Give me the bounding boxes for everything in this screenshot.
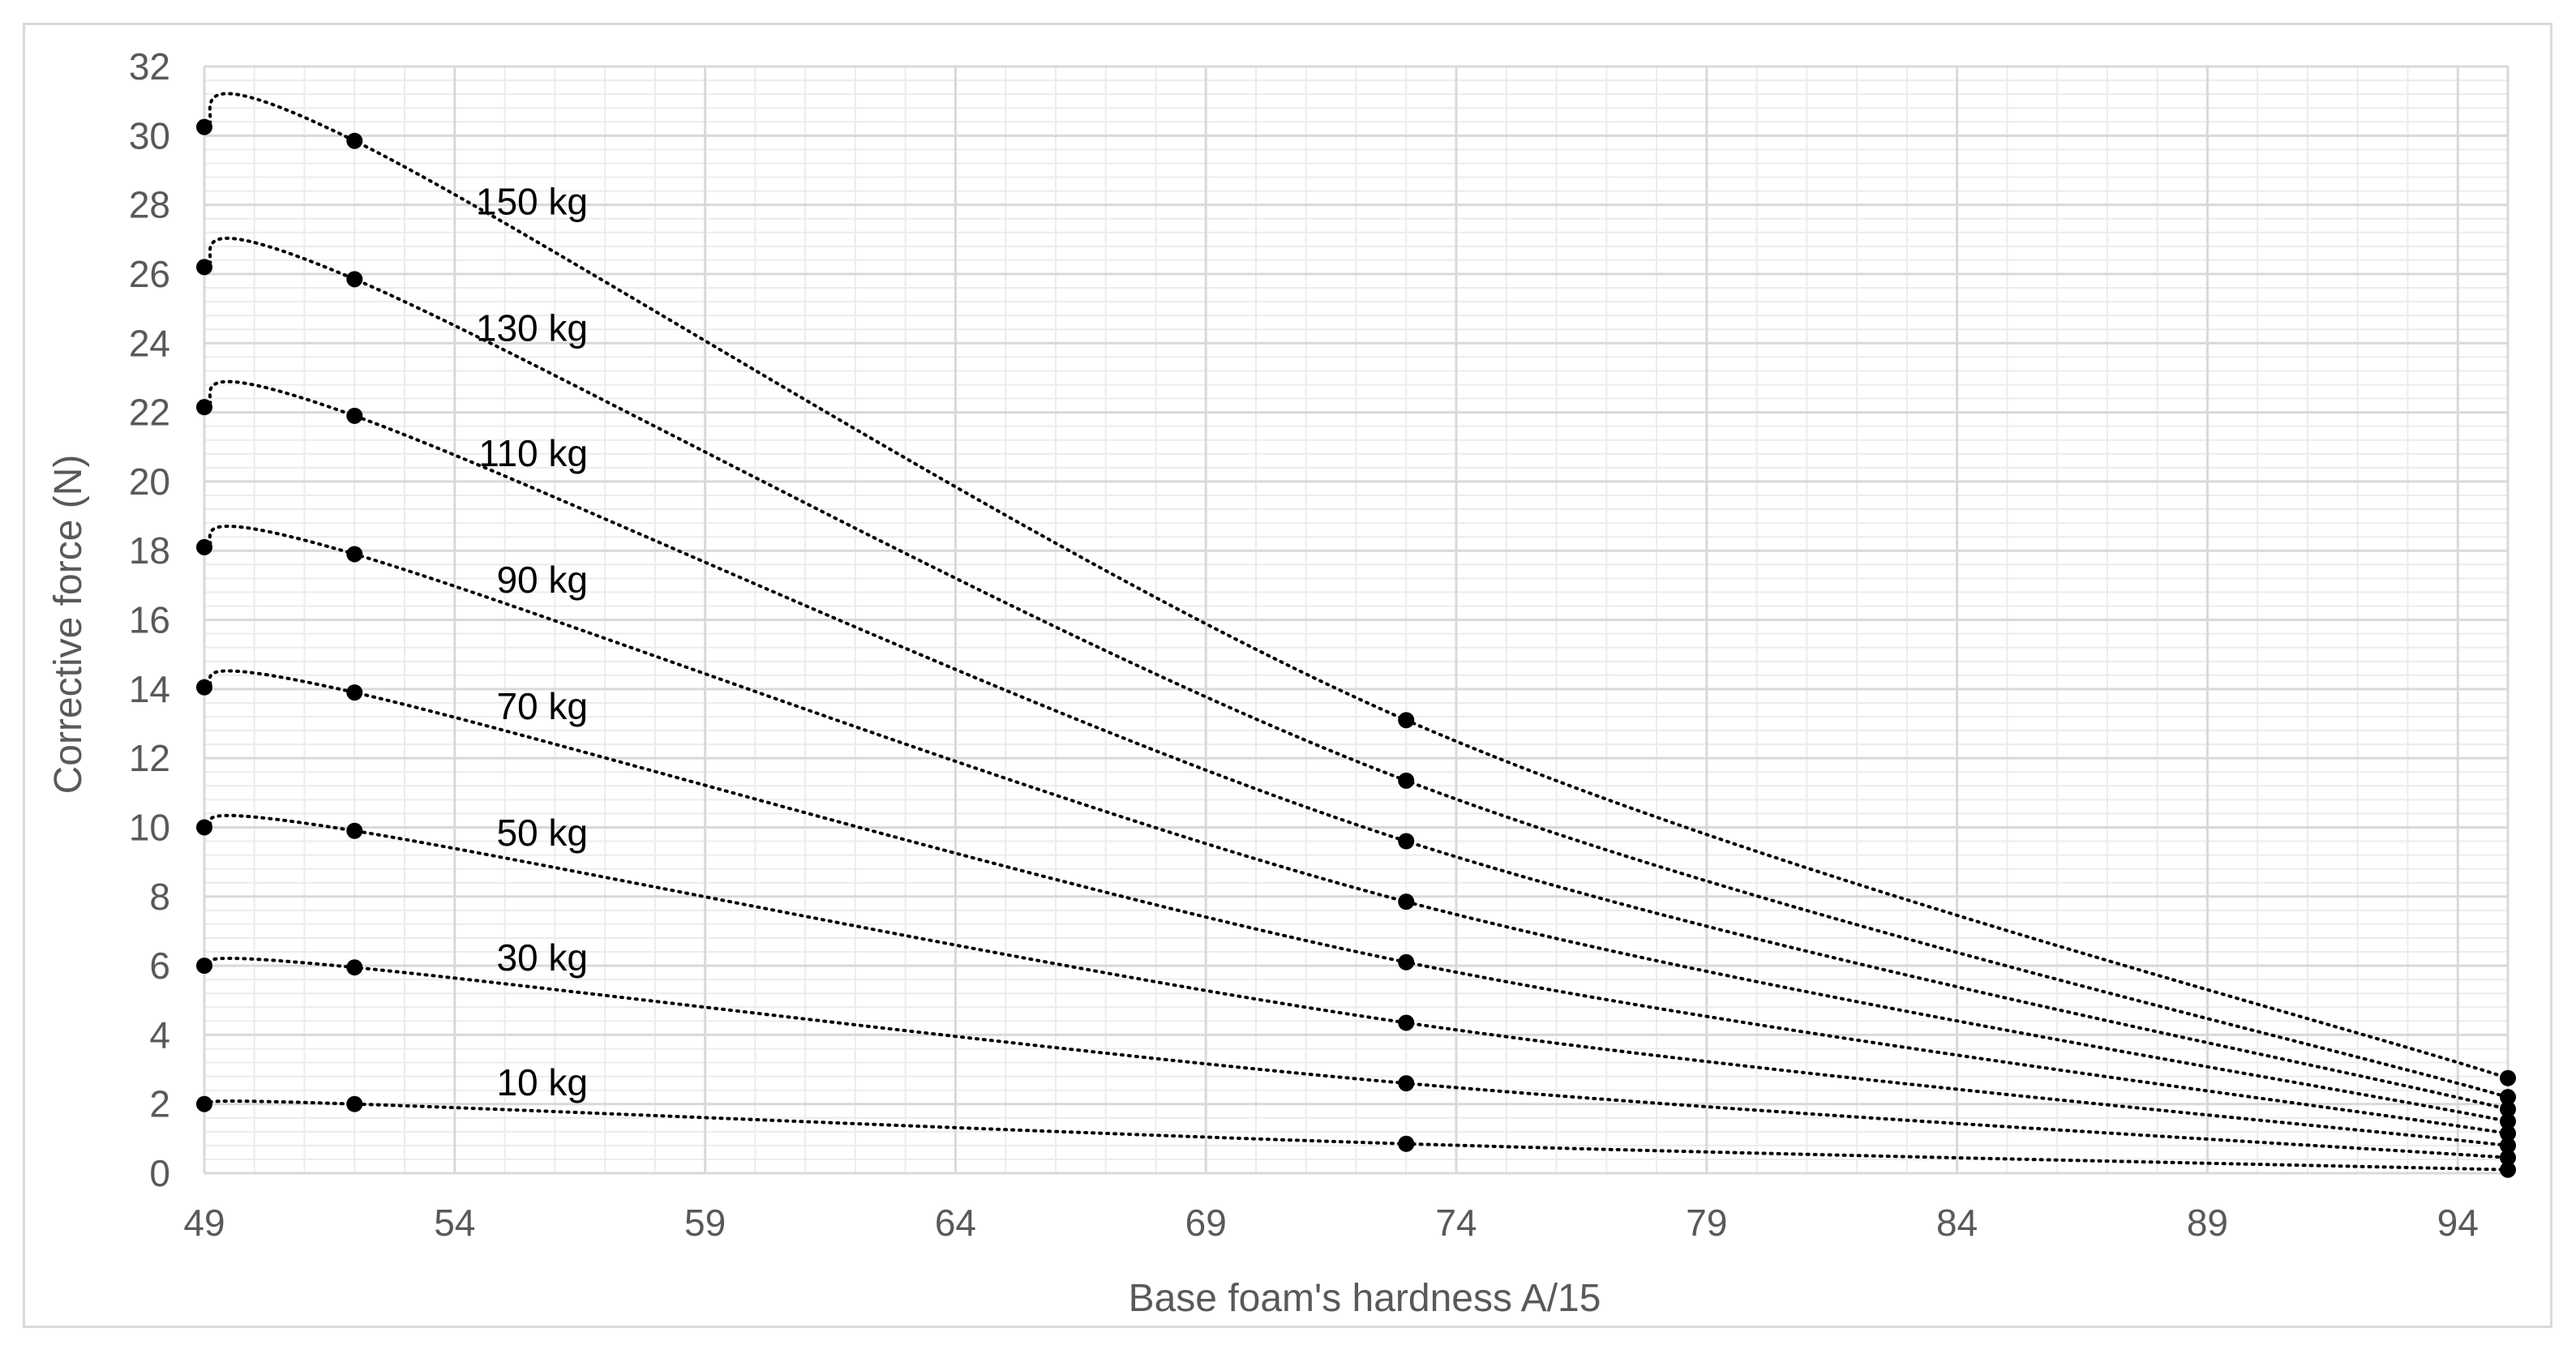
y-tick-label: 10 (129, 806, 170, 848)
data-point (196, 538, 212, 555)
data-point (1398, 833, 1415, 850)
data-point (2500, 1101, 2516, 1118)
y-tick-label: 0 (149, 1152, 170, 1194)
x-tick-label: 89 (2187, 1202, 2228, 1244)
y-tick-label: 32 (129, 45, 170, 88)
data-point (1398, 893, 1415, 911)
data-point (1398, 1075, 1415, 1092)
series-label: 70 kg (496, 685, 588, 727)
data-point (196, 958, 212, 975)
data-point (2500, 1125, 2516, 1142)
data-point (2500, 1137, 2516, 1154)
series-line (203, 236, 2510, 1099)
x-tick-label: 59 (684, 1202, 726, 1244)
series-label: 90 kg (496, 559, 588, 601)
series-line (203, 92, 2510, 1080)
data-point (346, 271, 363, 288)
series-label: 130 kg (476, 307, 588, 349)
x-tick-label: 49 (183, 1202, 225, 1244)
data-point (1398, 772, 1415, 789)
data-point (346, 132, 363, 149)
series-label: 110 kg (478, 432, 588, 474)
data-point (1398, 712, 1415, 729)
x-tick-label: 79 (1686, 1202, 1727, 1244)
series-line (203, 956, 2510, 1159)
series-labels: 10 kg 30 kg 50 kg 70 kg 90 kg 110 kg 130 kg 150… (476, 181, 588, 1104)
data-point (196, 1095, 212, 1112)
y-tick-label: 4 (149, 1013, 170, 1056)
data-point (346, 546, 363, 563)
data-point (346, 407, 363, 424)
series-label: 10 kg (496, 1061, 588, 1103)
y-tick-label: 2 (149, 1083, 170, 1125)
series-line (203, 813, 2510, 1147)
series-line (203, 525, 2510, 1124)
y-tick-label: 14 (129, 668, 170, 710)
x-tick-label: 94 (2437, 1202, 2479, 1244)
data-point (1398, 1135, 1415, 1152)
series-lines (203, 92, 2510, 1172)
series-line (203, 669, 2510, 1135)
x-tick-label: 74 (1435, 1202, 1477, 1244)
data-point (196, 679, 212, 696)
data-point (196, 819, 212, 836)
y-tick-label: 18 (129, 529, 170, 572)
data-point (196, 118, 212, 135)
data-point (2500, 1089, 2516, 1106)
x-tick-label: 69 (1185, 1202, 1227, 1244)
x-axis-title: Base foam's hardness A/15 (1129, 1277, 1601, 1320)
data-point (2500, 1069, 2516, 1086)
y-tick-label: 6 (149, 945, 170, 987)
data-point (346, 822, 363, 839)
data-point (346, 1095, 363, 1112)
y-tick-label: 24 (129, 322, 170, 364)
y-tick-label: 30 (129, 114, 170, 156)
data-point (1398, 953, 1415, 971)
y-tick-label: 12 (129, 737, 170, 779)
y-tick-label: 20 (129, 461, 170, 503)
data-point (2500, 1149, 2516, 1166)
series-line (203, 379, 2510, 1112)
data-point (2500, 1113, 2516, 1130)
x-tick-label: 84 (1936, 1202, 1978, 1244)
y-tick-label: 22 (129, 392, 170, 434)
y-tick-label: 16 (129, 599, 170, 641)
series-label: 30 kg (496, 936, 588, 979)
y-axis-title: Corrective force (N) (47, 455, 90, 795)
data-point (1398, 1014, 1415, 1031)
data-point (346, 959, 363, 976)
data-point (346, 684, 363, 701)
y-tick-label: 26 (129, 253, 170, 295)
series-label: 50 kg (496, 812, 588, 854)
x-axis-ticks: 49 54 59 64 69 74 79 84 89 94 (183, 1202, 2478, 1244)
data-point (196, 399, 212, 416)
y-tick-label: 28 (129, 184, 170, 226)
data-point (2500, 1161, 2516, 1178)
series-line (203, 1099, 2510, 1172)
data-point (196, 259, 212, 276)
x-tick-label: 54 (434, 1202, 475, 1244)
y-tick-label: 8 (149, 876, 170, 918)
series-label: 150 kg (476, 181, 588, 223)
x-tick-label: 64 (935, 1202, 976, 1244)
series-points (196, 118, 2516, 1178)
